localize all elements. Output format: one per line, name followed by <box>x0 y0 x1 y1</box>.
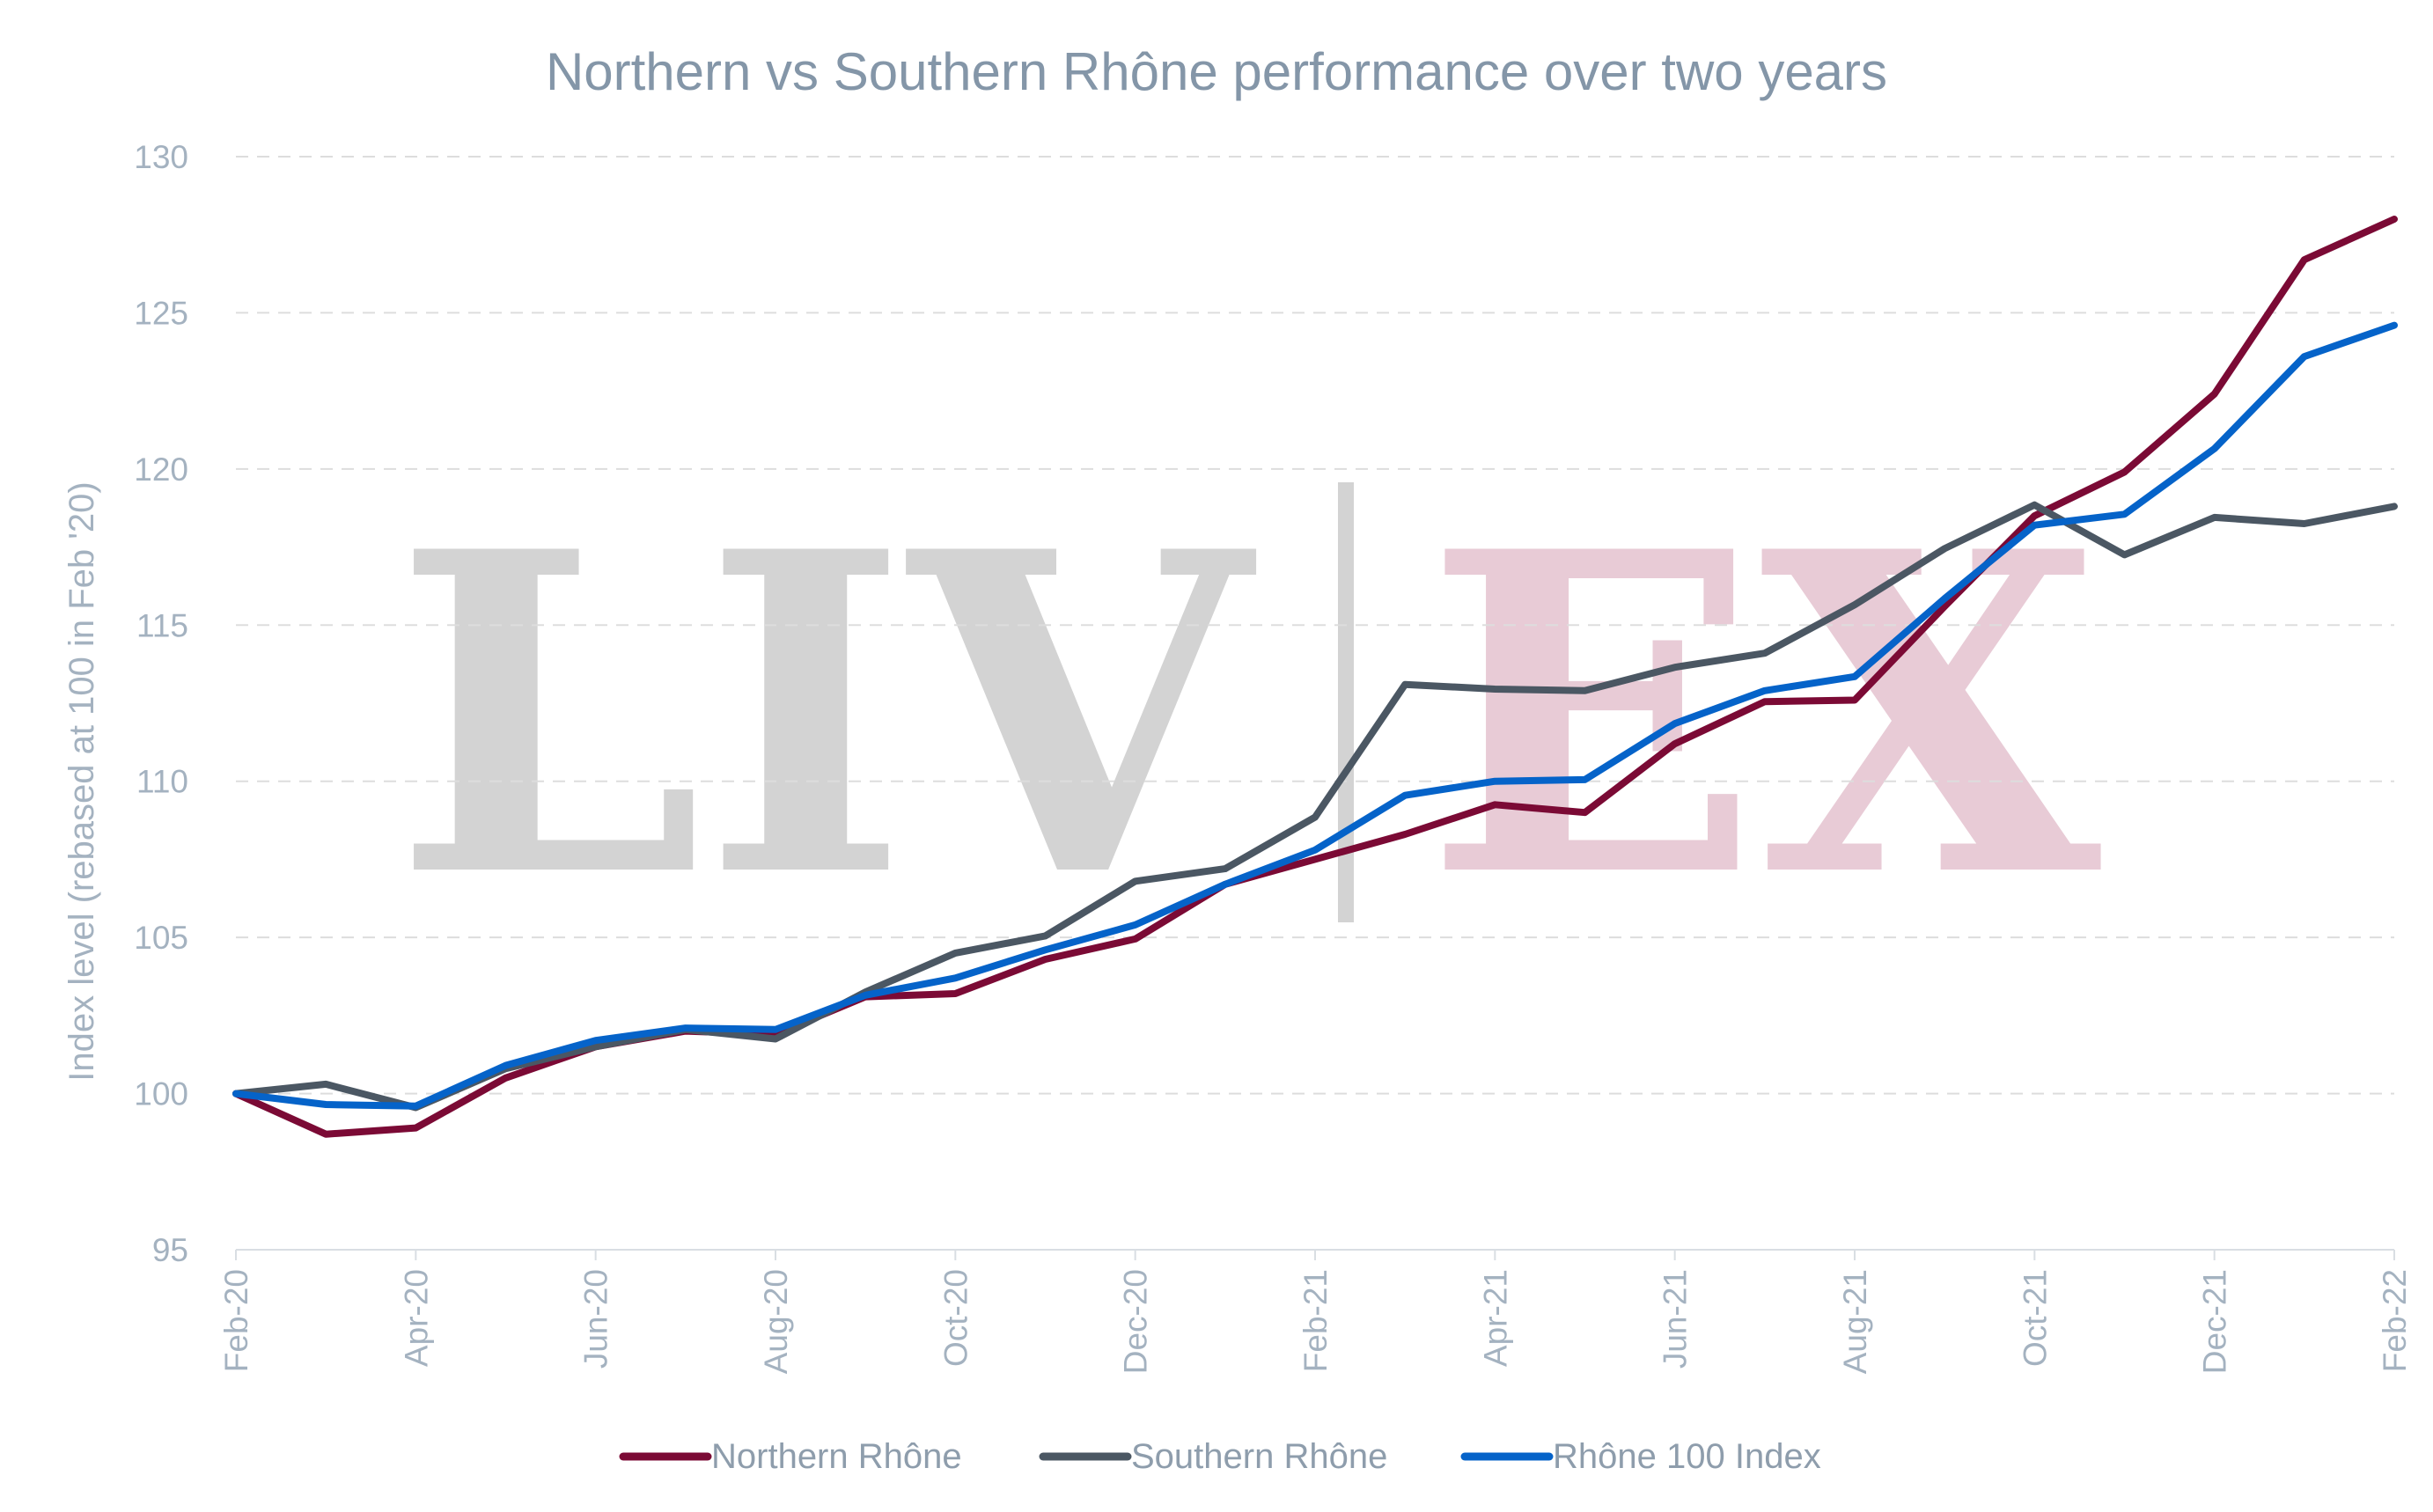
series-line-southern-rhone <box>232 501 2398 1112</box>
x-tick-label-apr-20: Apr-20 <box>398 1269 434 1367</box>
x-tick-label-aug-21: Aug-21 <box>1837 1269 1873 1374</box>
x-tick-label-dec-21: Dec-21 <box>2197 1269 2233 1374</box>
y-tick-label-105: 105 <box>134 920 188 956</box>
x-tick-label-aug-20: Aug-20 <box>758 1269 794 1374</box>
x-tick-label-jun-20: Jun-20 <box>578 1269 614 1369</box>
legend: Northern Rhône Southern Rhône Rhône 100 … <box>619 1437 1821 1476</box>
series-line-rhone-100-index <box>232 321 2398 1110</box>
legend-item-northern-rhone[interactable]: Northern Rhône <box>619 1437 962 1476</box>
watermark-liv-text: LIV <box>393 457 1260 973</box>
gridlines <box>236 156 2394 1095</box>
watermark-divider <box>1338 482 1354 922</box>
x-tick-label-oct-20: Oct-20 <box>937 1269 974 1367</box>
y-tick-label-125: 125 <box>134 295 188 331</box>
series-lines <box>232 216 2398 1138</box>
watermark-ex-text: EX <box>1424 457 2104 973</box>
chart-title: Northern vs Southern Rhône performance o… <box>546 42 1887 101</box>
livex-watermark-logo: LIV EX <box>393 457 2104 973</box>
y-tick-label-130: 130 <box>134 139 188 175</box>
x-axis-ticks: Feb-20 Apr-20 Jun-20 Aug-20 Oct-20 Dec-20 Feb-… <box>218 1250 2413 1374</box>
x-tick-label-oct-21: Oct-21 <box>2017 1269 2053 1367</box>
legend-label-southern-rhone: Southern Rhône <box>1131 1437 1387 1476</box>
x-tick-label-dec-20: Dec-20 <box>1118 1269 1154 1374</box>
x-tick-label-feb-20: Feb-20 <box>218 1269 254 1372</box>
y-tick-label-115: 115 <box>136 607 188 643</box>
x-tick-label-feb-22: Feb-22 <box>2377 1269 2413 1372</box>
y-axis-title: Index level (rebased at 100 in Feb '20) <box>62 481 101 1081</box>
x-tick-label-jun-21: Jun-21 <box>1658 1269 1694 1369</box>
y-tick-label-110: 110 <box>136 764 188 800</box>
y-tick-label-120: 120 <box>134 451 188 488</box>
x-tick-label-apr-21: Apr-21 <box>1477 1269 1513 1367</box>
y-tick-label-100: 100 <box>134 1076 188 1112</box>
legend-label-northern-rhone: Northern Rhône <box>711 1437 962 1476</box>
x-tick-label-feb-21: Feb-21 <box>1297 1269 1334 1372</box>
y-axis-ticks: 95 100 105 110 115 120 125 130 <box>134 139 188 1268</box>
legend-label-rhone-100-index: Rhône 100 Index <box>1553 1437 1821 1476</box>
y-tick-label-95: 95 <box>152 1232 188 1268</box>
legend-item-rhone-100-index[interactable]: Rhône 100 Index <box>1460 1437 1821 1476</box>
legend-item-southern-rhone[interactable]: Southern Rhône <box>1039 1437 1387 1476</box>
